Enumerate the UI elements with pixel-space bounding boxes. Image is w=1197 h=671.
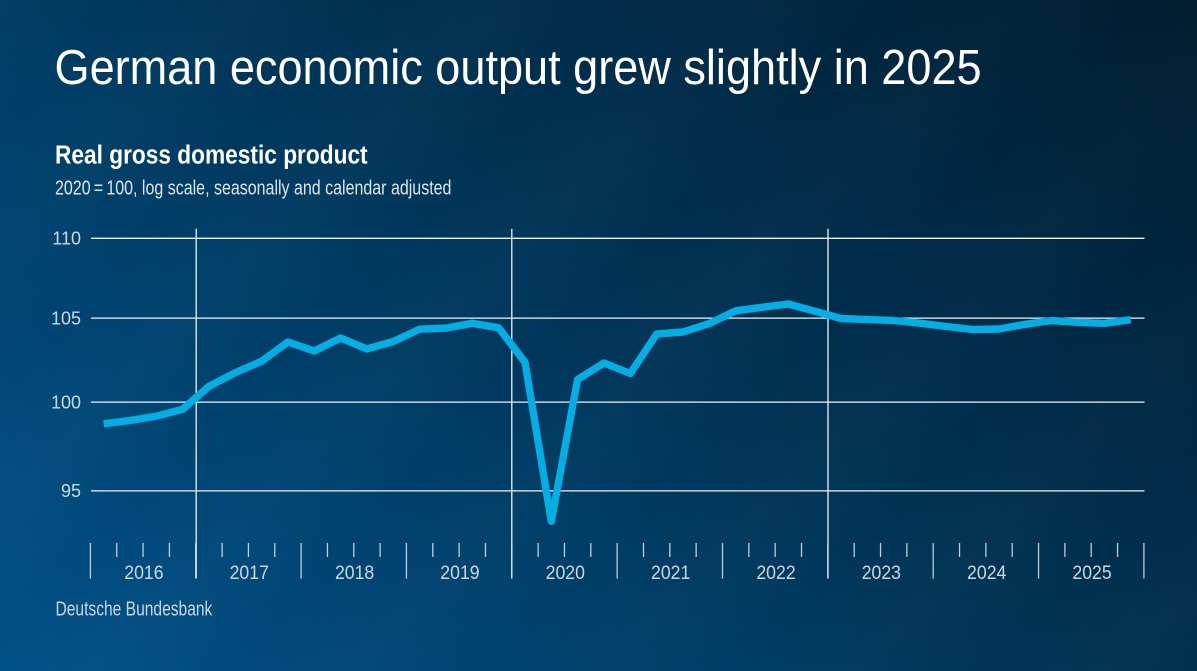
svg-text:2022: 2022 xyxy=(756,561,795,583)
svg-text:110: 110 xyxy=(52,229,81,249)
svg-text:100: 100 xyxy=(51,392,81,412)
svg-text:2020: 2020 xyxy=(546,561,585,583)
svg-text:95: 95 xyxy=(61,481,81,501)
svg-text:2025: 2025 xyxy=(1072,561,1111,583)
svg-text:2016: 2016 xyxy=(124,561,163,583)
svg-text:2021: 2021 xyxy=(651,561,690,583)
svg-text:2023: 2023 xyxy=(862,561,901,583)
svg-text:German economic output grew sl: German economic output grew slightly in … xyxy=(55,39,982,94)
svg-text:2024: 2024 xyxy=(967,561,1006,583)
svg-text:Real gross domestic product: Real gross domestic product xyxy=(55,141,368,170)
svg-text:2020 = 100, log scale, seasona: 2020 = 100, log scale, seasonally and ca… xyxy=(55,177,451,199)
svg-text:Deutsche Bundesbank: Deutsche Bundesbank xyxy=(56,598,213,620)
svg-text:2018: 2018 xyxy=(335,561,374,583)
svg-text:2019: 2019 xyxy=(440,561,479,583)
svg-text:105: 105 xyxy=(51,308,81,328)
svg-text:2017: 2017 xyxy=(230,561,269,583)
